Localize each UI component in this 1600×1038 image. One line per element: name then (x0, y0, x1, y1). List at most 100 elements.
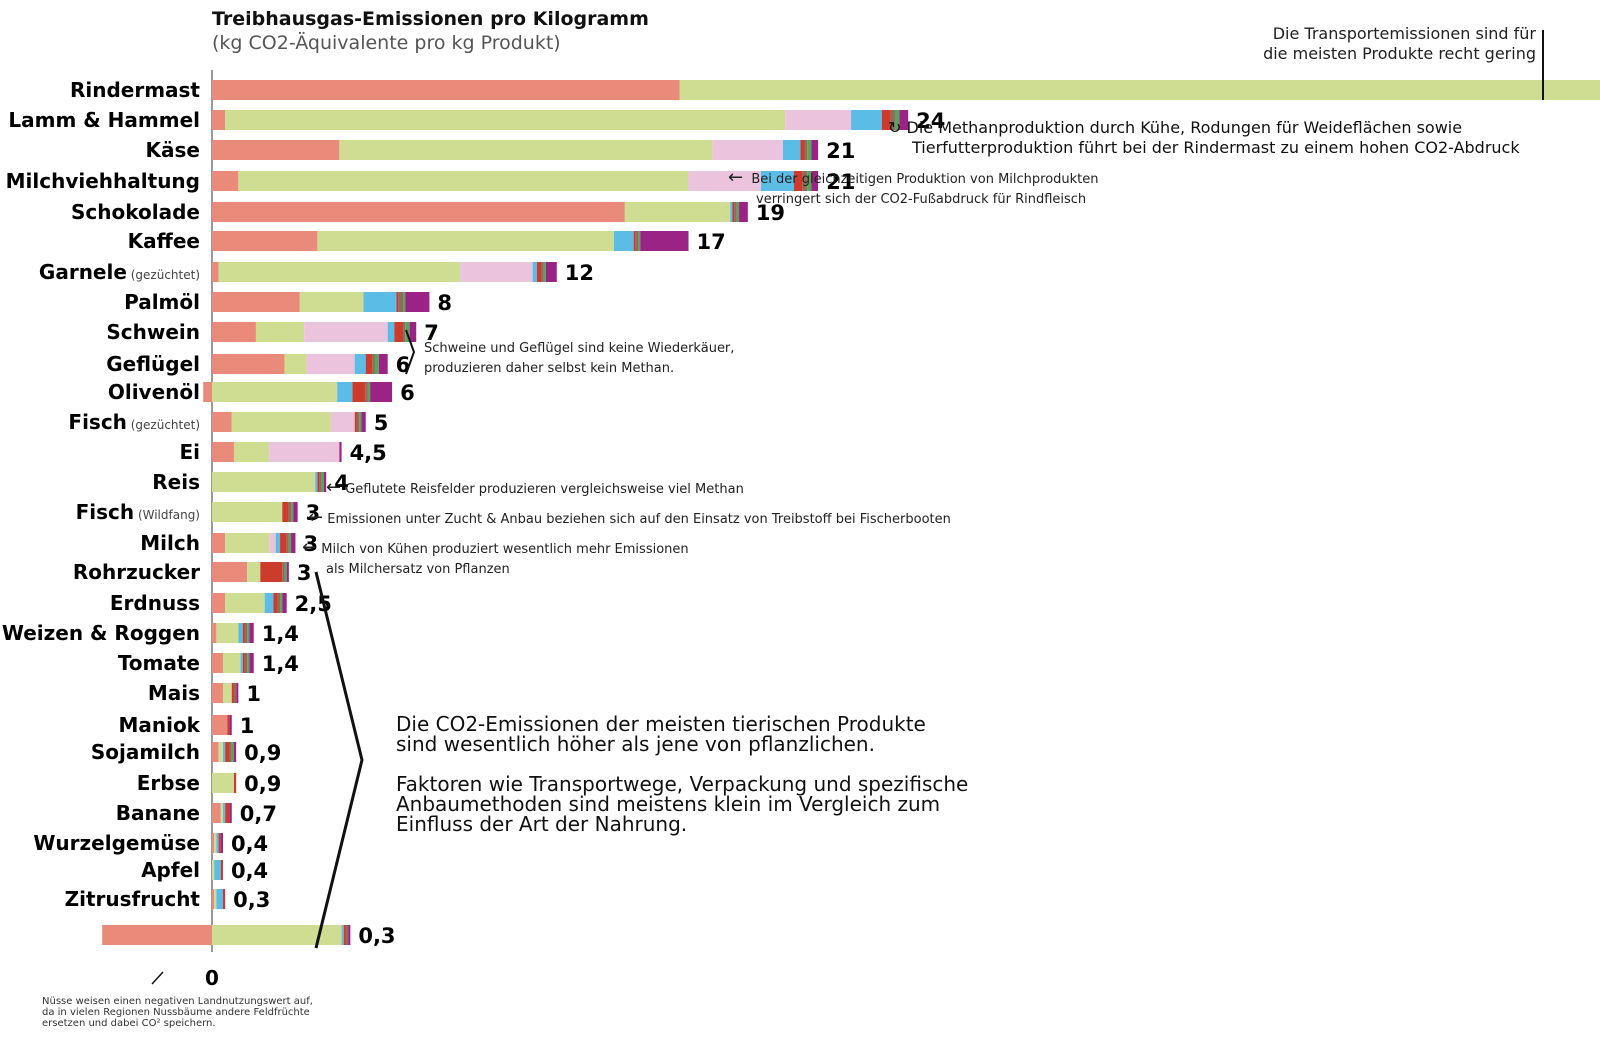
bar-segment (225, 533, 270, 553)
bar-total-label: 1,4 (262, 652, 299, 676)
bar-segment (359, 412, 362, 432)
bar-segment (218, 833, 221, 853)
bar-segment (613, 231, 634, 251)
bar-segment (299, 292, 364, 312)
arrow-left-icon: ← (302, 537, 318, 558)
bar-segment (761, 171, 794, 191)
bar-segment (403, 292, 406, 312)
bar-segment (800, 140, 805, 160)
category-label: Lamm & Hammel (8, 108, 200, 132)
bar-segment (354, 412, 357, 432)
category-label: Rohrzucker (73, 560, 200, 584)
category-label: Milch (140, 531, 200, 555)
bar-segment (387, 322, 395, 342)
category-label: Sojamilch (91, 740, 200, 764)
bar-segment (315, 472, 318, 492)
bar-segment (635, 231, 639, 251)
category-label: Erbse (137, 771, 200, 795)
bar-segment (212, 925, 342, 945)
bar-segment (732, 202, 735, 222)
bar-total-label: 1 (246, 682, 261, 706)
bar-segment (890, 110, 895, 130)
bar-segment (229, 742, 232, 762)
bar-segment (291, 533, 296, 553)
category-label: Zitrusfrucht (65, 887, 201, 911)
bar-row: Kaffee 17 (128, 229, 726, 254)
category-label: Rindermast (70, 78, 200, 102)
annotation-methan: ↻ Die Methanproduktion durch Kühe, Rodun… (888, 118, 1520, 157)
bar-segment (260, 562, 283, 582)
bar-segment (802, 171, 808, 191)
bar-segment (793, 171, 803, 191)
bar-segment (688, 171, 761, 191)
bar-row: Rohrzucker 3 (73, 560, 312, 585)
bar-segment (739, 202, 748, 222)
bar-segment (212, 292, 300, 312)
bar-segment (247, 562, 261, 582)
annotation-transport: Die Transportemissionen sind für die mei… (1263, 24, 1536, 63)
annotation-main-1: Die CO2-Emissionen der meisten tierische… (396, 712, 926, 756)
bar-segment (212, 593, 226, 613)
category-label: Weizen & Roggen (2, 621, 200, 645)
bar-segment (212, 171, 239, 191)
bar-segment (238, 171, 689, 191)
bar-segment (212, 231, 318, 251)
category-label: Reis (152, 470, 200, 494)
bar-segment (881, 110, 891, 130)
bar-segment (374, 354, 379, 374)
bar-segment (337, 382, 353, 402)
bar-total-label: 19 (756, 201, 785, 225)
bar-segment (212, 533, 226, 553)
bar-segment (212, 683, 223, 703)
bar-segment (286, 562, 289, 582)
bar-row: Fisch (gezüchtet) 5 (68, 410, 388, 435)
bar-segment (233, 742, 237, 762)
bar-segment (244, 623, 248, 643)
annotation-milch: ← Milch von Kühen produziert wesentlich … (302, 537, 689, 578)
bar-total-label: 1 (240, 714, 255, 738)
bar-segment (212, 562, 248, 582)
bar-segment (811, 140, 819, 160)
bar-segment (222, 742, 226, 762)
bar-row: Mais 1 (148, 681, 261, 706)
bar-segment (361, 412, 366, 432)
bar-segment (236, 683, 239, 703)
bar-segment (212, 833, 215, 853)
category-label: Ei (179, 440, 200, 464)
bar-row: Geflügel 6 (106, 352, 410, 377)
bar-segment (222, 653, 241, 673)
bar-segment (394, 322, 404, 342)
bar-segment (229, 803, 232, 823)
bar-total-label: 21 (826, 170, 855, 194)
bar-total-label: 4 (334, 471, 349, 495)
bar-segment (242, 623, 245, 643)
category-label: Maniok (118, 713, 200, 737)
bar-segment (378, 354, 388, 374)
bar-segment (212, 773, 234, 793)
bar-segment (330, 412, 355, 432)
category-label: Erdnuss (110, 591, 200, 615)
bar-segment (409, 322, 417, 342)
bar-segment (365, 382, 368, 402)
annotation-reis: ← Geflutete Reisfelder produzieren vergl… (326, 477, 744, 498)
bar-total-label: 8 (437, 291, 452, 315)
bar-segment (242, 653, 245, 673)
bar-segment (286, 533, 289, 553)
bar-segment (218, 742, 223, 762)
bar-segment (212, 860, 215, 880)
bar-segment (216, 889, 223, 909)
bar-segment (894, 110, 900, 130)
bar-segment (370, 382, 393, 402)
bar-total-label: 17 (697, 230, 726, 254)
bar-segment (212, 262, 219, 282)
bar-row: Rindermast60 (70, 78, 1600, 102)
bar-segment (396, 292, 399, 312)
bar-segment (212, 803, 221, 823)
bar-segment (255, 322, 305, 342)
category-label: Wurzelgemüse (33, 831, 200, 855)
bar-segment (356, 412, 360, 432)
bar-total-label: 0,4 (231, 859, 268, 883)
bar-segment (288, 533, 292, 553)
bar-row: Weizen & Roggen 1,4 (2, 621, 299, 646)
